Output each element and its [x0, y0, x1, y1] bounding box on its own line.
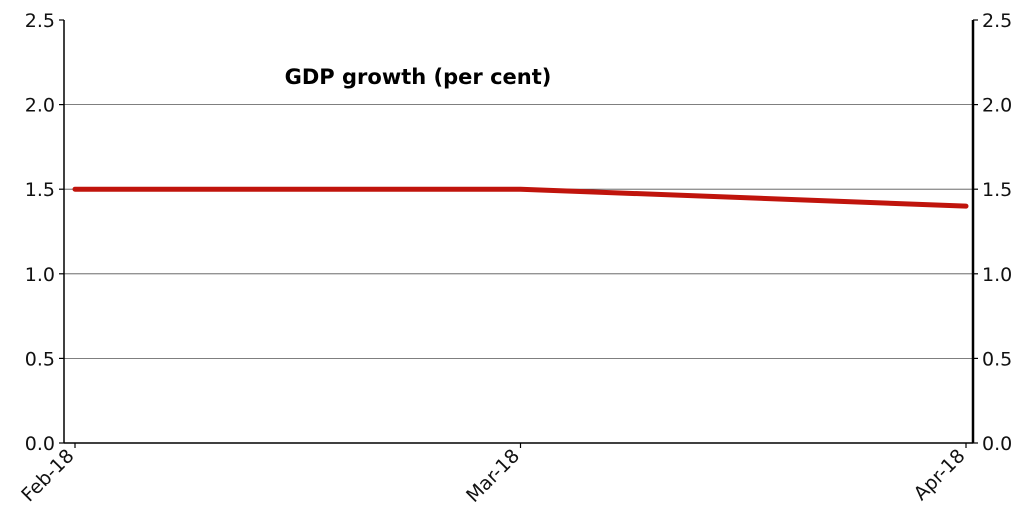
- series-lines: [72, 186, 969, 209]
- right-y-tick-label: 0.0: [982, 433, 1012, 455]
- left-y-tick-label: 0.0: [25, 433, 55, 455]
- chart-title: GDP growth (per cent): [285, 65, 552, 89]
- x-tick-label: Mar-18: [462, 445, 524, 507]
- right-y-tick-label: 1.0: [982, 264, 1012, 286]
- left-y-tick-labels: 0.0 0.5 1.0 1.5 2.0 2.5: [25, 10, 64, 455]
- gridlines: [64, 104, 973, 359]
- left-y-tick-label: 1.5: [25, 179, 55, 201]
- left-y-tick-label: 2.5: [25, 10, 55, 32]
- x-tick-labels: Feb-18 Mar-18 Apr-18: [17, 443, 970, 507]
- series-line: [72, 186, 969, 209]
- right-y-tick-labels: 0.0 0.5 1.0 1.5 2.0 2.5: [973, 10, 1012, 455]
- right-y-tick-label: 0.5: [982, 348, 1012, 370]
- right-y-tick-label: 2.5: [982, 10, 1012, 32]
- left-y-tick-label: 0.5: [25, 348, 55, 370]
- left-y-tick-label: 2.0: [25, 95, 55, 117]
- x-tick-label: Apr-18: [910, 445, 970, 505]
- right-y-tick-label: 2.0: [982, 95, 1012, 117]
- axes: [63, 20, 975, 444]
- right-y-tick-label: 1.5: [982, 179, 1012, 201]
- left-y-tick-label: 1.0: [25, 264, 55, 286]
